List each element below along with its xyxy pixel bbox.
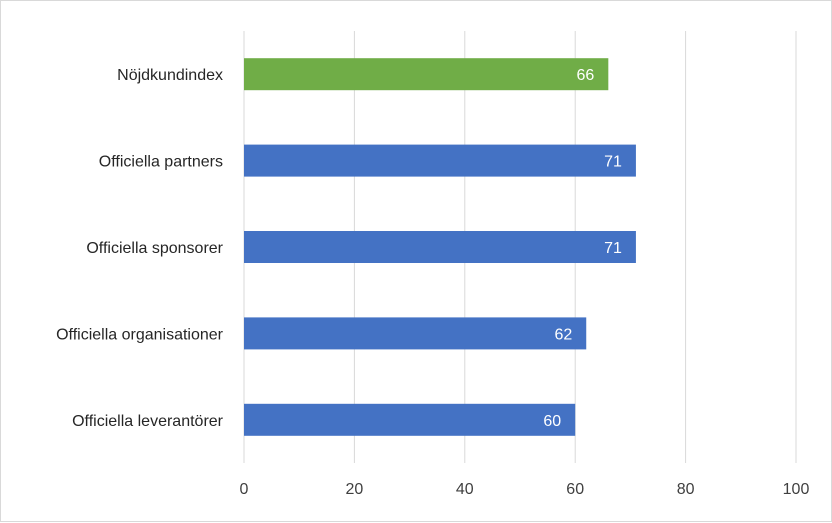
data-label: 62 (554, 326, 572, 343)
bar-4 (244, 403, 576, 436)
bar-0 (244, 58, 609, 91)
bar-3 (244, 317, 587, 350)
x-tick-label: 80 (677, 481, 695, 498)
bar-1 (244, 144, 636, 177)
x-tick-label: 40 (456, 481, 474, 498)
category-label: Officiella organisationer (56, 326, 224, 343)
bar-2 (244, 231, 636, 263)
category-label: Officiella leverantörer (72, 413, 224, 430)
data-label: 71 (604, 154, 622, 171)
category-label: Officiella sponsorer (86, 240, 223, 257)
category-label: Nöjdkundindex (117, 67, 223, 84)
data-label: 66 (577, 67, 595, 84)
x-tick-label: 100 (783, 481, 810, 498)
data-label: 71 (604, 240, 622, 257)
x-tick-label: 60 (566, 481, 584, 498)
x-tick-label: 0 (240, 481, 249, 498)
data-label: 60 (543, 413, 561, 430)
category-label: Officiella partners (99, 154, 223, 171)
x-tick-label: 20 (346, 481, 364, 498)
